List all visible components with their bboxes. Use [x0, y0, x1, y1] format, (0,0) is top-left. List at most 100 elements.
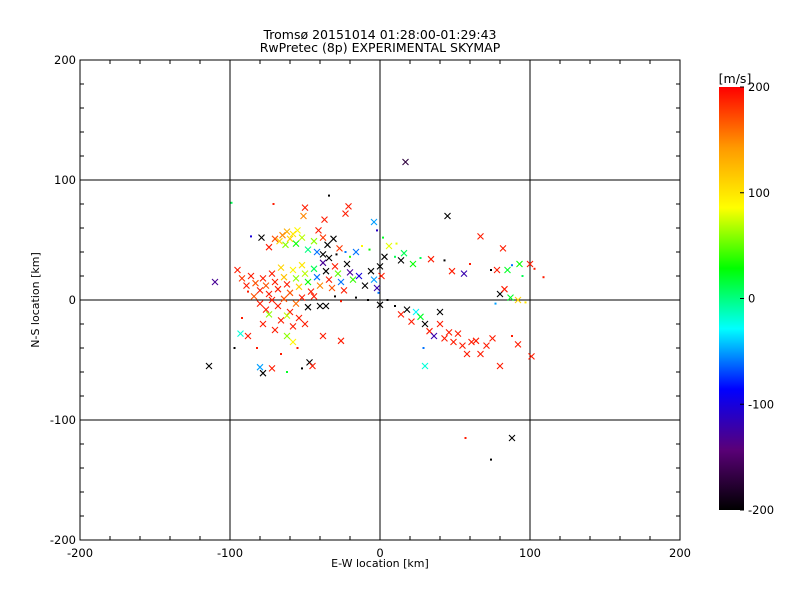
- data-point-cross: [277, 317, 285, 324]
- data-point-cross: [345, 203, 352, 210]
- data-point-cross: [292, 300, 300, 307]
- data-point-cross: [463, 350, 471, 358]
- data-point-dot: [301, 367, 303, 370]
- chart-subtitle: RwPretec (8p) EXPERIMENTAL SKYMAP: [260, 40, 501, 55]
- data-point-cross: [310, 293, 318, 300]
- data-point-cross: [334, 270, 342, 277]
- data-point-cross: [294, 227, 301, 234]
- data-point-cross: [304, 303, 312, 311]
- data-point-cross: [304, 278, 312, 286]
- data-point-cross: [313, 248, 321, 256]
- data-point-cross: [507, 294, 514, 301]
- data-point-cross: [417, 313, 424, 321]
- data-point-cross: [349, 276, 357, 283]
- data-point-cross: [378, 272, 385, 280]
- data-point-dot: [386, 299, 389, 301]
- data-point-dot: [247, 290, 249, 293]
- data-point-cross: [313, 273, 321, 281]
- data-point-cross: [280, 273, 288, 281]
- data-point-cross: [310, 265, 318, 273]
- data-point-cross: [427, 255, 435, 263]
- data-point-cross: [355, 272, 363, 280]
- data-point-cross: [307, 288, 315, 295]
- data-point-dot: [344, 251, 347, 253]
- data-point-cross: [436, 320, 444, 328]
- data-point-cross: [516, 260, 523, 268]
- x-tick-label: -200: [67, 546, 93, 560]
- data-point-cross: [346, 269, 354, 276]
- data-point-cross: [408, 318, 415, 325]
- data-point-cross: [259, 369, 267, 377]
- data-point-cross: [489, 335, 496, 342]
- data-point-cross: [283, 332, 291, 340]
- data-point-cross: [289, 266, 297, 274]
- data-point-cross: [328, 284, 336, 292]
- data-point-cross: [514, 296, 522, 304]
- data-point-cross: [330, 235, 337, 243]
- colorbar-gradient: [719, 87, 744, 510]
- data-point-cross: [316, 302, 324, 310]
- data-point-dot: [382, 236, 384, 239]
- data-point-dot: [367, 299, 369, 301]
- data-point-cross: [370, 276, 378, 283]
- data-point-dot: [395, 242, 398, 245]
- x-axis-ticks: -200 -100 0 100 200: [67, 60, 691, 560]
- data-point-cross: [262, 306, 270, 313]
- data-point-cross: [256, 300, 264, 307]
- data-point-cross: [400, 249, 408, 257]
- data-point-dot: [394, 305, 396, 307]
- data-point-cross: [289, 338, 297, 346]
- data-point-cross: [376, 263, 384, 270]
- data-point-dot: [286, 371, 288, 373]
- data-point-cross: [271, 235, 279, 243]
- x-tick-label: 200: [669, 546, 691, 560]
- data-point-cross: [496, 362, 504, 370]
- y-axis-ticks: -200 -100 0 100 200: [50, 53, 680, 547]
- data-point-cross: [477, 350, 484, 358]
- data-point-cross: [343, 260, 351, 268]
- data-point-cross: [409, 260, 417, 268]
- data-point-cross: [286, 289, 294, 297]
- data-point-dot: [355, 296, 357, 299]
- data-point-cross: [265, 311, 273, 318]
- data-point-cross: [528, 353, 535, 360]
- data-point-cross: [289, 230, 297, 238]
- data-point-cross: [445, 329, 453, 336]
- data-point-cross: [295, 283, 303, 291]
- data-point-cross: [295, 314, 303, 322]
- colorbar: [m/s] -200 -100 0 100 200: [719, 71, 774, 517]
- data-point-dot: [490, 269, 492, 271]
- data-point-cross: [319, 332, 327, 340]
- data-point-cross: [441, 335, 448, 342]
- data-point-cross: [289, 323, 297, 330]
- data-point-cross: [319, 251, 327, 258]
- data-point-cross: [250, 293, 258, 300]
- data-point-cross: [325, 254, 333, 262]
- data-point-cross: [244, 332, 252, 340]
- grid-lines: [80, 60, 680, 540]
- data-point-cross: [256, 287, 264, 294]
- data-point-dot: [521, 275, 524, 277]
- data-point-cross: [280, 295, 288, 303]
- data-point-cross: [376, 301, 384, 309]
- data-point-cross: [454, 330, 462, 337]
- y-tick-label: -200: [50, 533, 76, 547]
- data-point-cross: [265, 243, 273, 251]
- data-point-cross: [421, 362, 429, 370]
- data-point-dot: [490, 458, 492, 461]
- x-axis-label: E-W location [km]: [331, 557, 429, 570]
- data-point-cross: [321, 216, 328, 223]
- data-point-cross: [493, 266, 501, 274]
- data-point-dot: [394, 255, 396, 258]
- data-point-cross: [381, 253, 388, 261]
- data-point-dot: [377, 291, 380, 294]
- data-point-cross: [361, 282, 369, 289]
- data-point-cross: [472, 337, 480, 345]
- data-point-cross: [276, 237, 283, 245]
- data-point-cross: [301, 320, 309, 328]
- data-point-cross: [324, 241, 331, 249]
- data-point-cross: [483, 342, 490, 349]
- data-point-cross: [274, 285, 282, 293]
- data-point-cross: [262, 282, 270, 289]
- data-point-dot: [376, 229, 378, 232]
